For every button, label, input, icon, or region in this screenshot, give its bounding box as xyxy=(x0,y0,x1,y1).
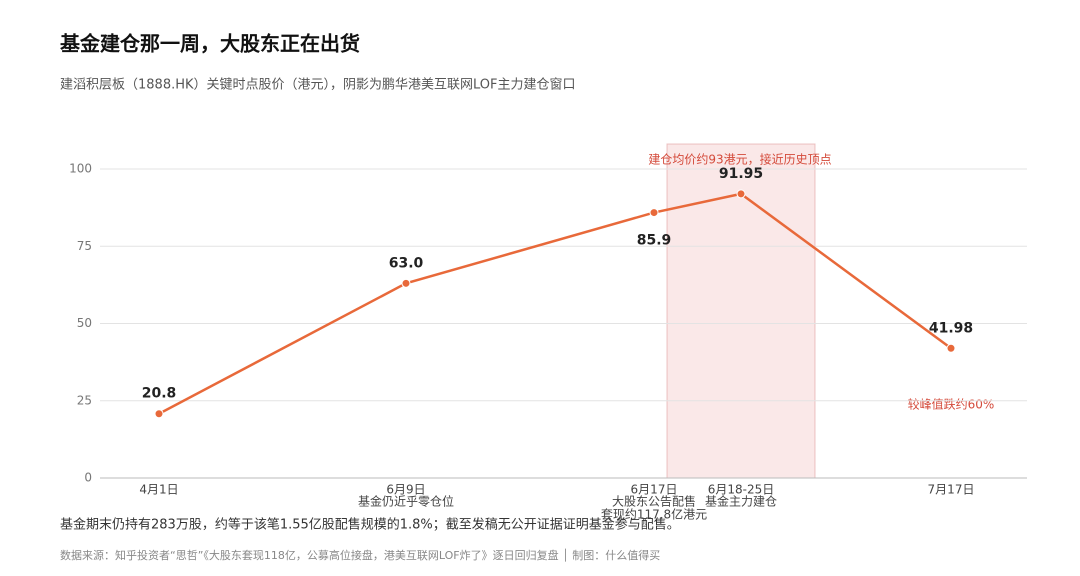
y-tick-label: 100 xyxy=(69,162,92,176)
source: 数据来源：知乎投资者“思哲”《大股东套现118亿，公募高位接盘，港美互联网LOF… xyxy=(60,548,660,562)
value-label: 91.95 xyxy=(719,166,763,182)
x-tick-label: 7月17日 xyxy=(928,483,975,497)
value-label: 85.9 xyxy=(637,233,672,249)
chart-title: 基金建仓那一周，大股东正在出货 xyxy=(60,32,360,56)
line xyxy=(158,192,952,415)
point xyxy=(736,189,746,199)
point xyxy=(154,409,164,419)
x-tick-label: 4月1日 xyxy=(139,483,178,497)
x-sublabel: 基金主力建仓 xyxy=(705,494,777,509)
annotation: 较峰值跌约60% xyxy=(908,397,995,412)
value-label: 41.98 xyxy=(929,320,973,336)
y-tick-label: 50 xyxy=(77,316,92,330)
value-label: 63.0 xyxy=(389,255,424,271)
y-tick-label: 25 xyxy=(77,393,92,407)
y-tick-label: 0 xyxy=(84,471,92,485)
point xyxy=(401,278,411,288)
value-label: 20.8 xyxy=(142,386,177,402)
x-tick-label: 6月9日 xyxy=(386,483,425,497)
x-tick-label: 6月17日 xyxy=(631,483,678,497)
point xyxy=(946,343,956,353)
shade-window xyxy=(666,143,816,479)
x-sublabel: 套现约117.8亿港元 xyxy=(601,507,707,522)
x-sublabel: 基金仍近乎零仓位 xyxy=(358,494,454,509)
x-tick-label: 6月18-25日 xyxy=(708,483,775,497)
chart-subtitle: 建滔积层板（1888.HK）关键时点股价（港元），阴影为鹏华港美互联网LOF主力… xyxy=(60,77,576,93)
annotation: 建仓均价约93港元，接近历史顶点 xyxy=(648,152,831,167)
x-sublabel: 大股东公告配售 xyxy=(612,494,696,509)
y-tick-label: 75 xyxy=(77,239,92,253)
footnote: 基金期末仍持有283万股，约等于该笔1.55亿股配售规模的1.8%；截至发稿无公… xyxy=(60,517,680,533)
point xyxy=(649,208,659,218)
